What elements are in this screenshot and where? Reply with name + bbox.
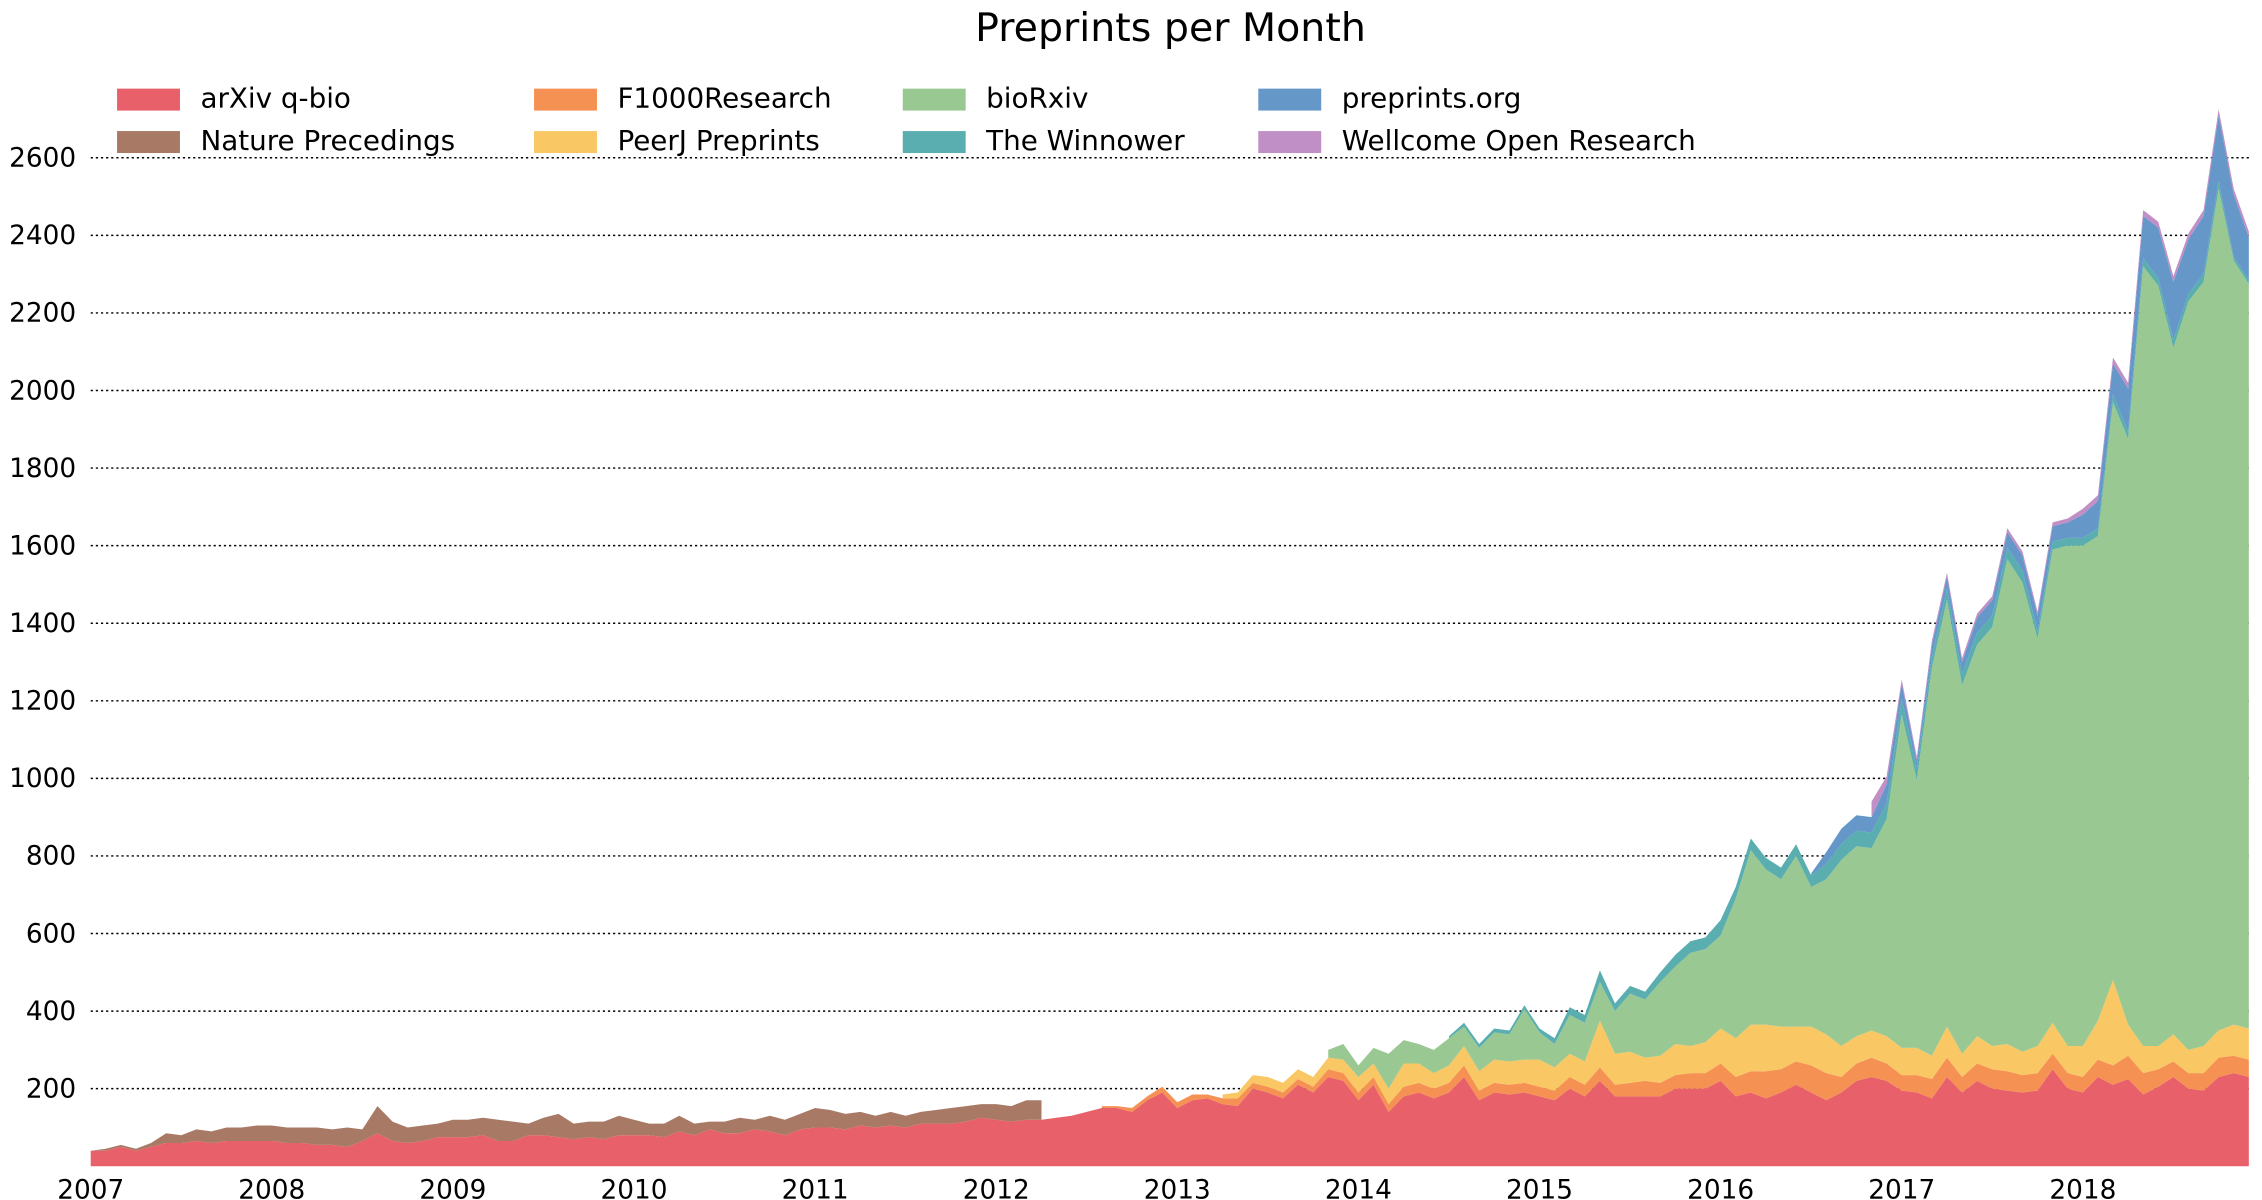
y-tick-label: 400 bbox=[26, 997, 76, 1027]
area bbox=[1328, 188, 2249, 1089]
x-tick-label: 2013 bbox=[1144, 1175, 1211, 1200]
legend-swatch bbox=[534, 131, 597, 154]
legend-label: F1000Research bbox=[617, 82, 831, 115]
y-tick-label: 1000 bbox=[9, 764, 76, 794]
legend-label: bioRxiv bbox=[986, 82, 1088, 115]
x-tick-label: 2017 bbox=[1868, 1175, 1935, 1200]
areas bbox=[90, 109, 2249, 1167]
y-tick-label: 600 bbox=[26, 919, 76, 949]
area bbox=[90, 1069, 2249, 1167]
chart-title: Preprints per Month bbox=[975, 5, 1366, 51]
y-tick-label: 1400 bbox=[9, 609, 76, 639]
legend-swatch bbox=[117, 131, 180, 154]
legend-swatch bbox=[117, 88, 180, 111]
x-tick-label: 2012 bbox=[963, 1175, 1030, 1200]
legend-label: arXiv q-bio bbox=[200, 82, 350, 115]
y-tick-label: 200 bbox=[26, 1074, 76, 1104]
y-tick-label: 800 bbox=[26, 842, 76, 872]
y-tick-label: 2400 bbox=[9, 221, 76, 251]
area bbox=[1101, 1053, 2249, 1112]
x-tick-label: 2007 bbox=[57, 1175, 124, 1200]
x-tick-label: 2010 bbox=[601, 1175, 668, 1200]
y-tick-label: 2600 bbox=[9, 144, 76, 174]
x-tick-label: 2018 bbox=[2049, 1175, 2116, 1200]
x-tick-label: 2016 bbox=[1687, 1175, 1754, 1200]
area bbox=[1222, 980, 2249, 1105]
legend-label: preprints.org bbox=[1342, 82, 1522, 115]
legend-swatch bbox=[534, 88, 597, 111]
legend-swatch bbox=[1258, 131, 1322, 154]
area bbox=[90, 1100, 1042, 1151]
x-tick-label: 2015 bbox=[1506, 1175, 1573, 1200]
y-tick-label: 1600 bbox=[9, 531, 76, 561]
x-tick-label: 2014 bbox=[1325, 1175, 1392, 1200]
legend-label: Wellcome Open Research bbox=[1342, 124, 1696, 157]
x-tick-label: 2009 bbox=[419, 1175, 486, 1200]
legend-swatch bbox=[1258, 88, 1322, 111]
y-tick-label: 2200 bbox=[9, 299, 76, 329]
y-tick-label: 1800 bbox=[9, 454, 76, 484]
legend-label: The Winnower bbox=[985, 124, 1185, 157]
legend-swatch bbox=[902, 88, 966, 111]
x-tick-label: 2008 bbox=[238, 1175, 305, 1200]
legend-swatch bbox=[902, 131, 966, 154]
y-tick-label: 1200 bbox=[9, 687, 76, 717]
axes: 200 400 600 800 1000 1200 1400 1600 1800 2000 2200… bbox=[9, 144, 2116, 1200]
legend: arXiv q-bio Nature Precedings F1000Researc… bbox=[117, 82, 1696, 157]
y-tick-label: 2000 bbox=[9, 376, 76, 406]
legend-label: Nature Precedings bbox=[200, 124, 455, 157]
legend-label: PeerJ Preprints bbox=[617, 124, 819, 157]
x-tick-label: 2011 bbox=[782, 1175, 849, 1200]
